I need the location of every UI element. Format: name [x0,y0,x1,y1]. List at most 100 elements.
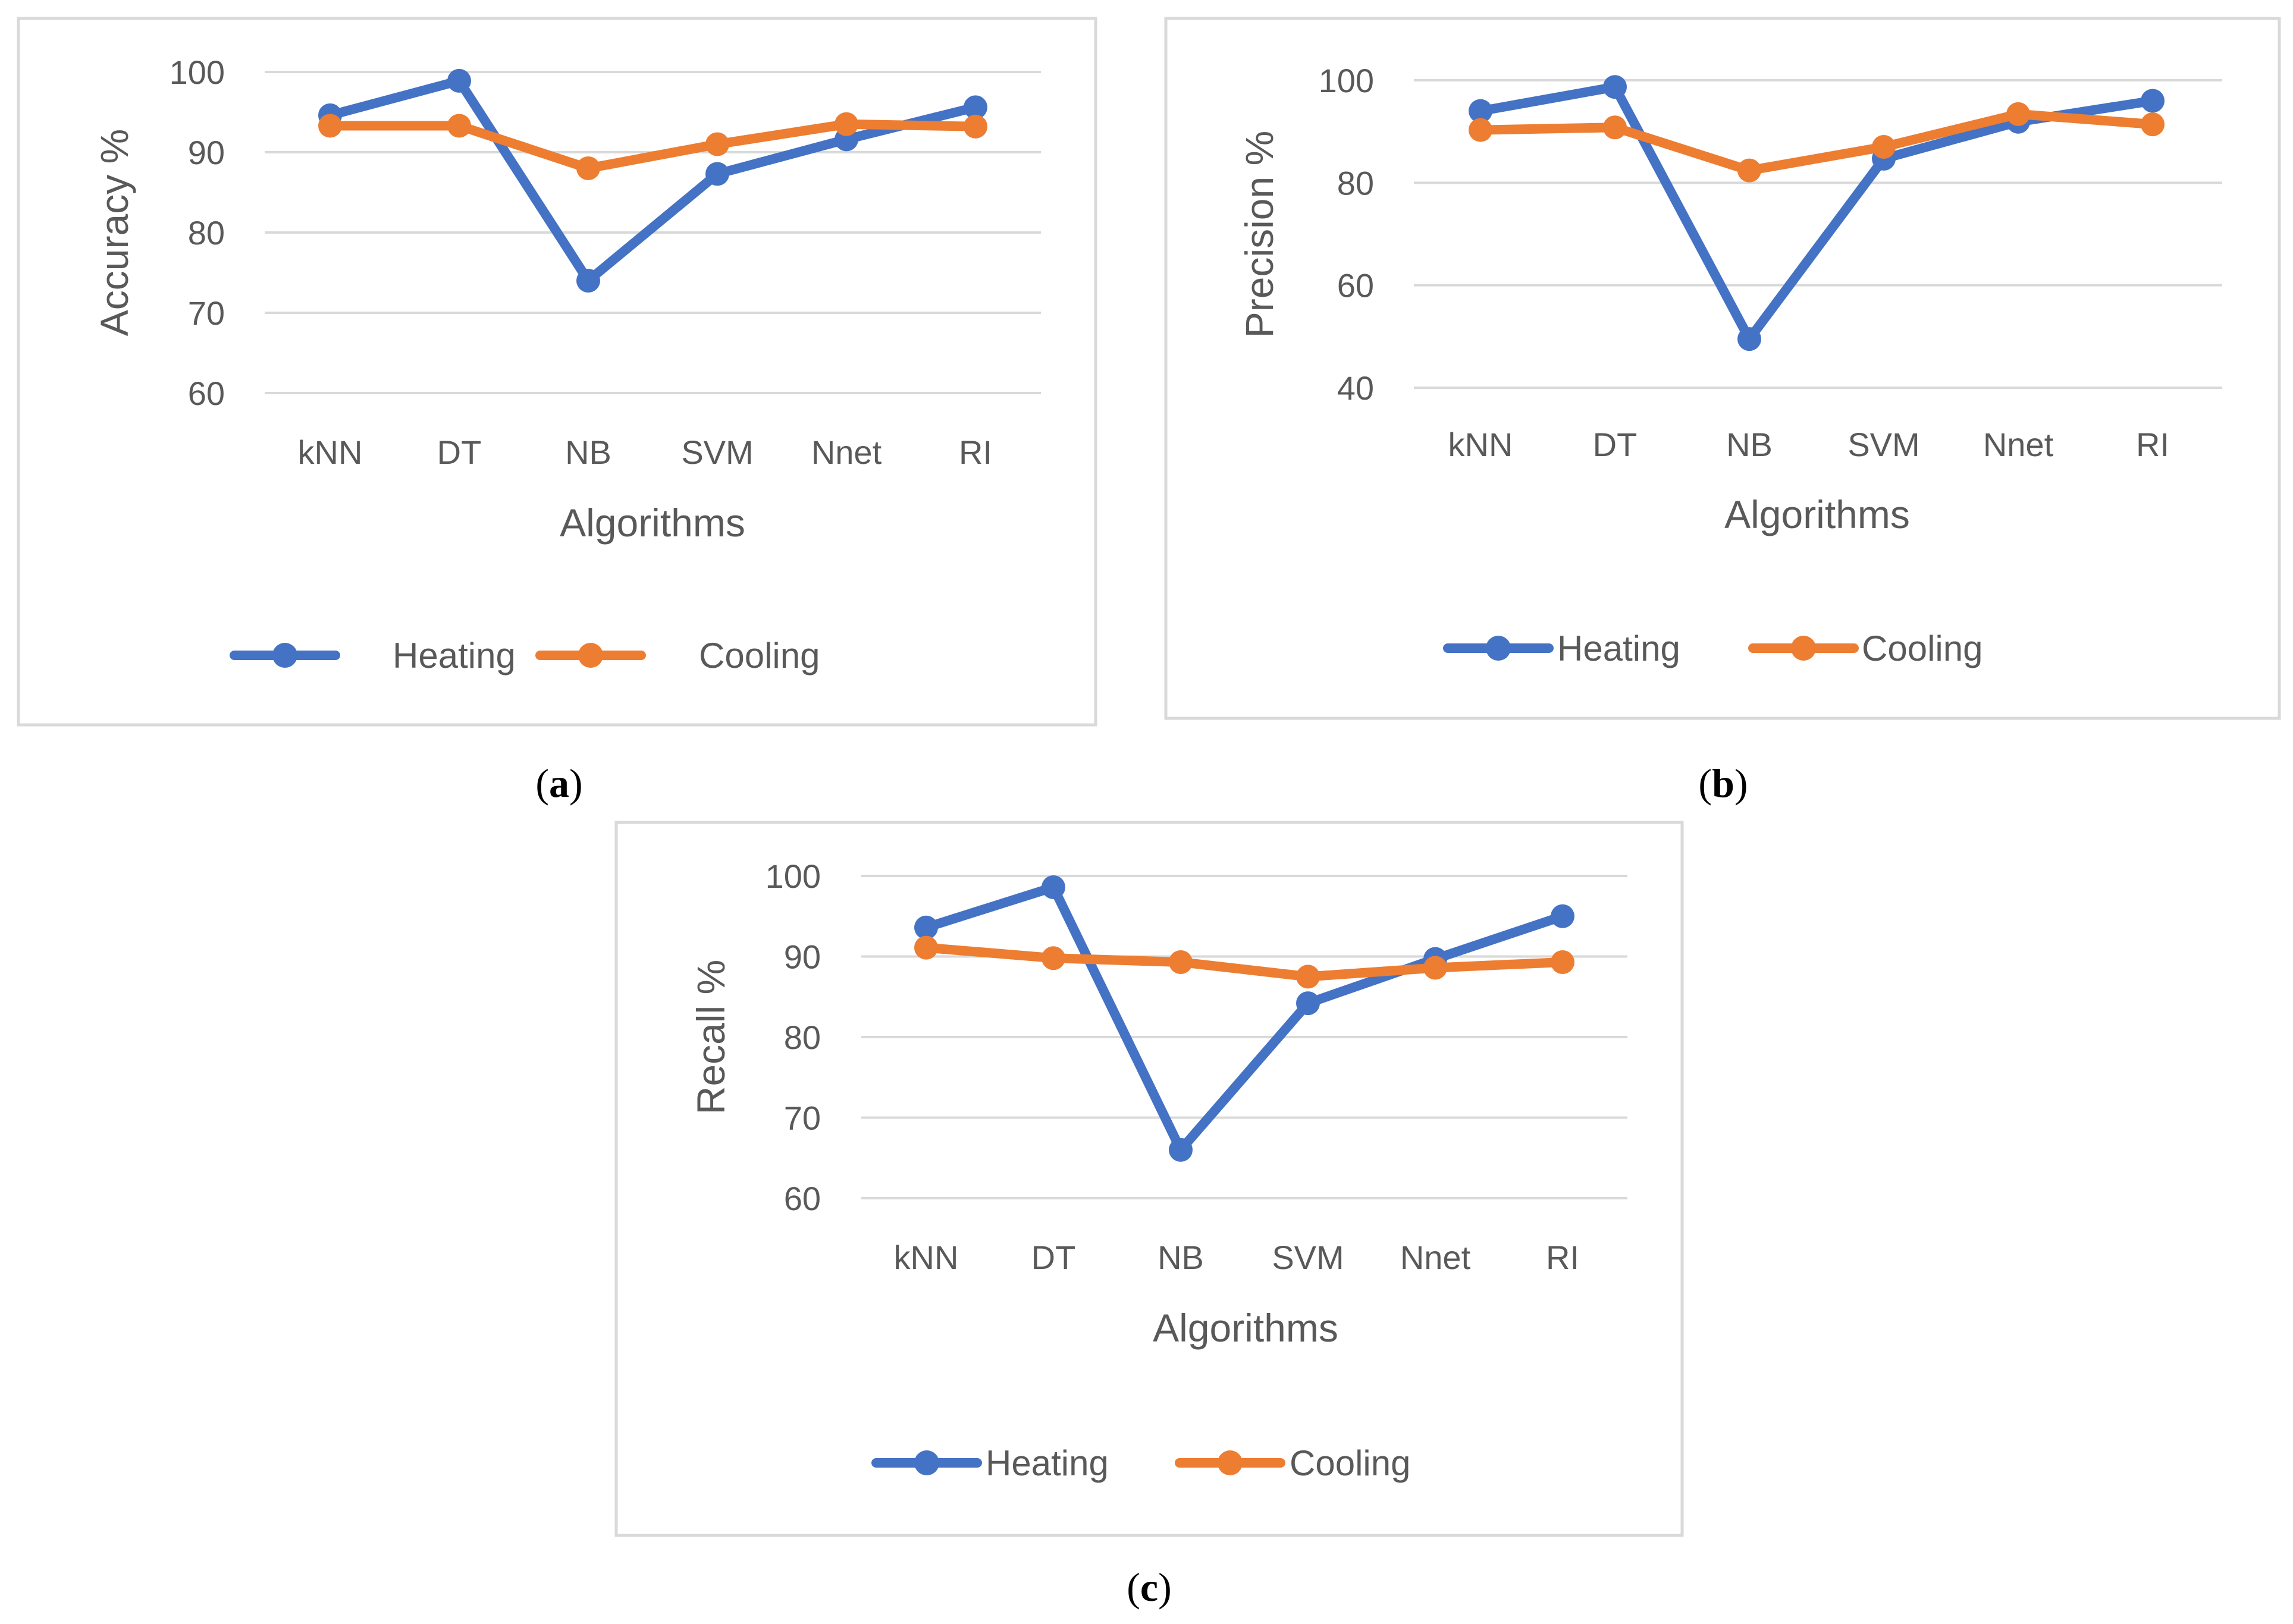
chart-frame [614,821,1684,1537]
data-point-cooling [705,132,729,156]
legend-label: Cooling [1862,629,1983,668]
chart-frame [1164,17,2281,720]
x-tick-label: Nnet [811,434,882,471]
series-line-heating [325,76,980,285]
chart-panel-b: 40 60 80 100 kNN DT NB SVM Nnet RI Precision % A… [1164,17,2281,806]
x-tick-labels: kNN DT NB SVM Nnet RI [894,1239,1579,1276]
x-tick-label: DT [1031,1239,1076,1276]
legend: Heating Cooling [871,1443,1410,1483]
legend-swatch-marker [1218,1450,1243,1475]
legend-label: Heating [1557,629,1680,668]
series-cooling [1469,102,2165,183]
data-point-heating [1603,75,1627,99]
data-point-heating [447,68,471,93]
series-line-cooling [1476,109,2157,175]
caption-paren-close: ) [569,761,583,806]
y-tick-label: 100 [170,54,225,91]
x-tick-label: NB [565,434,611,471]
series-line-cooling [325,119,980,173]
data-point-cooling [2006,102,2030,126]
panel-caption: (c) [1127,1565,1172,1610]
data-point-cooling [1296,965,1320,989]
legend-label: Heating [986,1443,1109,1483]
x-tick-label: RI [1546,1239,1579,1276]
caption-letter: b [1712,761,1734,806]
data-point-heating [964,95,987,120]
y-tick-label: 70 [784,1100,821,1137]
panel-caption: (b) [1698,761,1748,806]
series-layer [318,68,987,293]
data-point-heating [1042,875,1065,899]
y-tick-label: 40 [1337,369,1374,407]
data-point-cooling [835,112,858,136]
data-point-cooling [1872,135,1896,159]
x-tick-label: SVM [1272,1239,1344,1276]
x-axis-title: Algorithms [1724,492,1910,536]
data-point-heating [705,162,729,186]
legend-swatch-marker [914,1450,939,1475]
y-tick-labels: 60 70 80 90 100 [170,54,225,412]
caption-paren-close: ) [1158,1565,1172,1610]
series-layer [914,875,1574,1162]
x-axis-title: Algorithms [1153,1306,1338,1350]
legend-swatch-marker [1486,636,1511,661]
data-point-cooling [1603,115,1627,140]
data-point-heating [1469,99,1492,123]
legend-item-heating: Heating [230,636,516,676]
chart-frame [17,17,1097,727]
series-cooling [318,112,987,180]
x-tick-label: NB [1726,426,1773,463]
y-tick-label: 90 [188,134,225,171]
x-axis-title: Algorithms [560,501,745,545]
y-tick-labels: 60 70 80 90 100 [766,857,821,1217]
x-tick-label: kNN [298,434,363,471]
caption-paren-open: ( [1698,761,1712,806]
data-point-cooling [1423,956,1447,980]
y-tick-label: 60 [188,375,225,412]
legend-item-cooling: Cooling [535,636,820,676]
y-axis-title: Precision % [1237,131,1281,338]
x-tick-label: Nnet [1400,1239,1471,1276]
data-point-cooling [914,935,938,960]
y-tick-label: 100 [766,857,821,895]
x-tick-label: RI [2136,426,2169,463]
x-tick-label: SVM [681,434,753,471]
x-tick-label: NB [1158,1239,1204,1276]
x-tick-label: SVM [1847,426,1919,463]
x-tick-label: Nnet [1983,426,2054,463]
gridlines [265,71,1041,394]
x-tick-label: kNN [894,1239,959,1276]
gridlines [861,875,1627,1199]
legend-item-cooling: Cooling [1748,629,1983,668]
x-tick-label: DT [1593,426,1638,463]
legend-swatch-marker [578,643,603,668]
data-point-heating [1551,904,1574,928]
legend: Heating Cooling [230,636,820,676]
data-point-heating [2141,89,2165,113]
data-point-heating [1737,327,1761,351]
series-layer [1469,75,2165,351]
legend-label: Cooling [1290,1443,1410,1483]
caption-letter: a [549,761,569,806]
y-tick-label: 70 [188,294,225,332]
data-point-cooling [1737,158,1761,183]
x-tick-labels: kNN DT NB SVM Nnet RI [298,434,992,471]
data-point-cooling [447,114,471,138]
series-line-heating [921,882,1567,1155]
data-point-heating [1169,1138,1193,1162]
y-tick-label: 90 [784,938,821,976]
y-tick-label: 80 [784,1019,821,1056]
data-point-cooling [1042,946,1065,970]
caption-letter: c [1140,1565,1158,1610]
legend-swatch-marker [1791,636,1816,661]
legend-item-cooling: Cooling [1175,1443,1410,1483]
y-tick-label: 80 [1337,164,1374,202]
legend-label: Heating [393,636,516,676]
legend-swatch-marker [272,643,297,668]
legend-label: Cooling [699,636,820,676]
y-axis-title: Accuracy % [92,129,136,336]
data-point-cooling [2141,112,2165,137]
data-point-cooling [1169,950,1193,974]
y-tick-label: 60 [784,1180,821,1217]
